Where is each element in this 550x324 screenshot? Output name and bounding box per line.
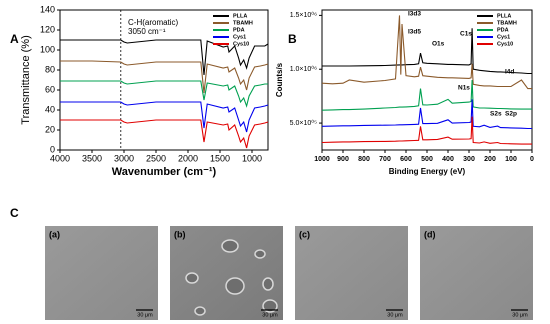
- image-label: (d): [424, 229, 436, 239]
- y-tick-label: 40: [45, 104, 55, 114]
- annotation: S2p: [505, 111, 517, 118]
- legend-label: PLLA: [233, 13, 247, 19]
- annotation: C1s: [460, 31, 472, 38]
- panel-label: C: [10, 206, 19, 220]
- y-axis-label: Transmittance (%): [20, 35, 32, 124]
- x-tick-label: 600: [400, 156, 412, 163]
- x-tick-label: 900: [337, 156, 349, 163]
- x-tick-label: 3000: [114, 153, 134, 163]
- annotation: I3d3: [408, 11, 421, 18]
- x-axis-label: Wavenumber (cm⁻¹): [112, 166, 217, 178]
- x-tick-label: 2000: [178, 153, 198, 163]
- annotation: C-H(aromatic): [128, 18, 179, 27]
- scale-label: 30 μm: [387, 312, 403, 318]
- surface-pore: [194, 306, 206, 316]
- legend-label: PDA: [233, 27, 245, 33]
- x-tick-label: 400: [442, 156, 454, 163]
- x-tick-label: 0: [530, 156, 534, 163]
- y-tick-label: 80: [45, 64, 55, 74]
- x-tick-label: 1000: [314, 156, 330, 163]
- legend-label: TBAMH: [497, 20, 517, 26]
- surface-pore: [262, 277, 274, 291]
- x-tick-label: 200: [484, 156, 496, 163]
- legend-label: Cys1: [233, 34, 246, 40]
- series-line: [321, 99, 532, 130]
- series-line: [322, 28, 532, 75]
- surface-pore: [225, 277, 245, 295]
- y-tick-label: 5.0×10⁰⁵: [290, 119, 317, 127]
- image-label: (c): [299, 229, 310, 239]
- x-tick-label: 1000: [242, 153, 262, 163]
- scale-label: 30 μm: [512, 312, 528, 318]
- x-tick-label: 4000: [50, 153, 70, 163]
- x-tick-label: 800: [358, 156, 370, 163]
- x-tick-label: 2500: [146, 153, 166, 163]
- x-tick-label: 1500: [210, 153, 230, 163]
- sem-image: [295, 226, 408, 320]
- x-tick-label: 700: [379, 156, 391, 163]
- y-tick-label: 60: [45, 84, 55, 94]
- y-tick-label: 120: [40, 24, 55, 34]
- y-tick-label: 1.0×10⁰⁶: [290, 65, 317, 73]
- legend-label: TBAMH: [233, 20, 253, 26]
- annotation: S2s: [490, 111, 502, 118]
- scale-label: 30 μm: [262, 312, 278, 318]
- annotation: I4d: [505, 69, 514, 76]
- annotation: O1s: [432, 41, 445, 48]
- series-line: [60, 39, 269, 76]
- series-line: [321, 79, 532, 111]
- legend-label: Cys10: [497, 41, 513, 47]
- y-tick-label: 1.5×10⁰⁶: [290, 11, 317, 19]
- y-tick-label: 100: [40, 44, 55, 54]
- annotation: N1s: [458, 85, 470, 92]
- legend-label: Cys1: [497, 34, 510, 40]
- surface-pore: [221, 239, 239, 253]
- series-line: [321, 15, 532, 90]
- legend-label: PDA: [497, 27, 509, 33]
- legend-label: Cys10: [233, 41, 249, 47]
- scale-label: 30 μm: [137, 312, 153, 318]
- x-axis-label: Binding Energy (eV): [389, 167, 466, 176]
- series-line: [60, 60, 269, 94]
- y-axis-label: Counts/s: [275, 62, 284, 97]
- y-tick-label: 140: [40, 4, 55, 14]
- panel-label: A: [10, 32, 19, 46]
- annotation: 3050 cm⁻¹: [128, 27, 166, 36]
- panel-label: B: [288, 32, 297, 46]
- surface-pore: [254, 249, 266, 259]
- series-line: [60, 80, 268, 108]
- image-label: (b): [174, 229, 186, 239]
- surface-pore: [185, 272, 199, 284]
- annotation: I3d5: [408, 29, 421, 36]
- x-tick-label: 500: [421, 156, 433, 163]
- y-tick-label: 20: [45, 124, 55, 134]
- series-line: [60, 119, 269, 149]
- series-line: [321, 116, 532, 145]
- surface-pore: [262, 299, 278, 313]
- y-tick-label: 0: [50, 144, 55, 154]
- x-tick-label: 3500: [82, 153, 102, 163]
- sem-image: [420, 226, 533, 320]
- plot-frame: [59, 9, 269, 151]
- sem-image: [45, 226, 158, 320]
- legend-label: PLLA: [497, 13, 511, 19]
- series-line: [60, 101, 269, 133]
- x-tick-label: 100: [505, 156, 517, 163]
- image-label: (a): [49, 229, 60, 239]
- x-tick-label: 300: [463, 156, 475, 163]
